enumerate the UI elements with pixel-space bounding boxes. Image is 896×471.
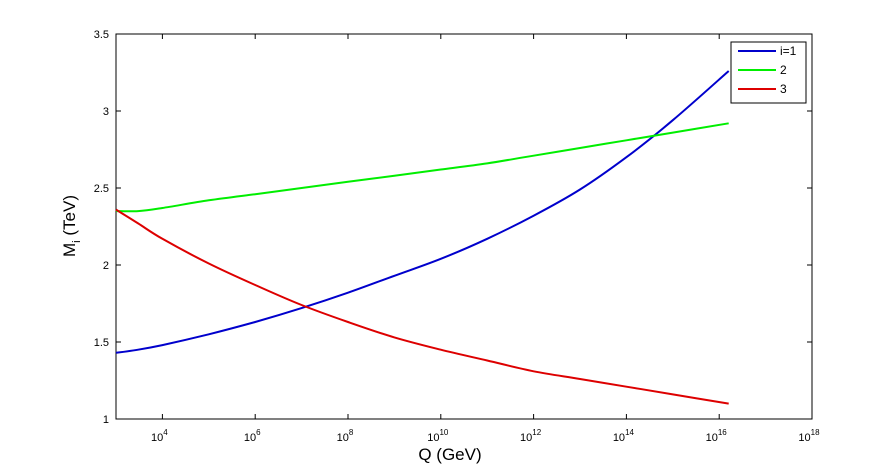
legend-box: [730, 41, 807, 104]
y-axis-label: Mi (TeV): [60, 195, 83, 257]
series-line-2: [115, 122, 729, 213]
x-tick-label: 1014: [613, 428, 635, 444]
x-tick-base: 10: [706, 432, 718, 444]
y-tick-label: 1: [103, 414, 109, 426]
series-lines: [115, 70, 730, 405]
x-tick-exponent: 10: [439, 428, 448, 437]
x-tick-base: 10: [151, 432, 163, 444]
x-tick-exponent: 6: [256, 428, 261, 437]
legend-label-2: 2: [780, 63, 787, 77]
legend: i=1 2 3: [730, 41, 807, 104]
y-axis-label-main: M: [60, 243, 79, 257]
y-tick-label: 2: [103, 260, 109, 272]
y-axis-ticks: 1 1.5 2 2.5 3 3.5: [94, 29, 812, 426]
x-tick-label: 104: [151, 428, 168, 444]
series-line-3: [115, 208, 729, 405]
x-tick-base: 10: [520, 432, 532, 444]
y-tick-label: 2.5: [94, 183, 109, 195]
legend-label-3: 3: [780, 82, 787, 96]
y-tick-label: 3: [103, 106, 109, 118]
x-tick-base: 10: [613, 432, 625, 444]
x-tick-label: 1016: [706, 428, 728, 444]
x-axis-label: Q (GeV): [418, 445, 481, 464]
y-tick-label: 1.5: [94, 337, 109, 349]
y-tick-label: 3.5: [94, 29, 109, 41]
x-tick-label: 1010: [427, 428, 449, 444]
x-axis-ticks: 104 106 108 1010 1012 1014 1016 1018: [151, 34, 820, 444]
x-tick-label: 106: [244, 428, 261, 444]
x-tick-exponent: 12: [532, 428, 541, 437]
x-tick-base: 10: [798, 432, 810, 444]
x-tick-exponent: 18: [811, 428, 820, 437]
x-tick-exponent: 16: [718, 428, 727, 437]
x-tick-base: 10: [244, 432, 256, 444]
x-tick-exponent: 4: [163, 428, 168, 437]
legend-items: i=1 2 3: [738, 44, 797, 96]
legend-label-1: i=1: [780, 44, 797, 58]
x-tick-base: 10: [427, 432, 439, 444]
x-tick-exponent: 14: [625, 428, 634, 437]
x-tick-label: 1018: [798, 428, 820, 444]
x-tick-exponent: 8: [349, 428, 354, 437]
y-axis-label-subscript: i: [71, 240, 83, 242]
x-tick-label: 108: [337, 428, 354, 444]
x-tick-label: 1012: [520, 428, 542, 444]
y-axis-label-unit: (TeV): [60, 195, 79, 240]
x-tick-base: 10: [337, 432, 349, 444]
series-line-1: [115, 70, 730, 354]
plot-area: [115, 33, 813, 420]
